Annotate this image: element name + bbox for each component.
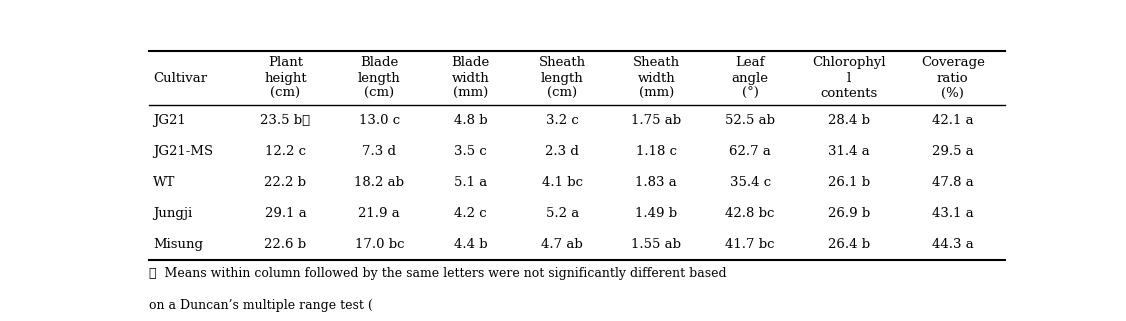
Text: 2.3 d: 2.3 d bbox=[545, 145, 579, 158]
Text: 31.4 a: 31.4 a bbox=[828, 145, 869, 158]
Text: 22.2 b: 22.2 b bbox=[265, 176, 306, 189]
Text: 18.2 ab: 18.2 ab bbox=[355, 176, 404, 189]
Text: 44.3 a: 44.3 a bbox=[932, 238, 974, 251]
Text: WT: WT bbox=[153, 176, 176, 189]
Text: Chlorophyl
l
contents: Chlorophyl l contents bbox=[812, 56, 886, 100]
Text: 4.2 c: 4.2 c bbox=[455, 207, 488, 220]
Text: 3.5 c: 3.5 c bbox=[455, 145, 488, 158]
Text: 42.1 a: 42.1 a bbox=[932, 114, 974, 127]
Text: 42.8 bc: 42.8 bc bbox=[725, 207, 775, 220]
Text: 5.2 a: 5.2 a bbox=[546, 207, 579, 220]
Text: 1.75 ab: 1.75 ab bbox=[631, 114, 681, 127]
Text: 7.3 d: 7.3 d bbox=[363, 145, 396, 158]
Text: Coverage
ratio
(%): Coverage ratio (%) bbox=[921, 56, 985, 100]
Text: 26.1 b: 26.1 b bbox=[828, 176, 870, 189]
Text: 43.1 a: 43.1 a bbox=[932, 207, 974, 220]
Text: Sheath
length
(cm): Sheath length (cm) bbox=[538, 56, 586, 100]
Text: 29.1 a: 29.1 a bbox=[265, 207, 306, 220]
Text: JG21-MS: JG21-MS bbox=[153, 145, 213, 158]
Text: 1.49 b: 1.49 b bbox=[635, 207, 677, 220]
Text: 22.6 b: 22.6 b bbox=[265, 238, 306, 251]
Text: 62.7 a: 62.7 a bbox=[730, 145, 771, 158]
Text: 26.4 b: 26.4 b bbox=[828, 238, 870, 251]
Text: 52.5 ab: 52.5 ab bbox=[725, 114, 775, 127]
Text: 13.0 c: 13.0 c bbox=[359, 114, 400, 127]
Text: 4.7 ab: 4.7 ab bbox=[542, 238, 583, 251]
Text: Jungji: Jungji bbox=[153, 207, 193, 220]
Text: Plant
height
(cm): Plant height (cm) bbox=[265, 56, 306, 100]
Text: 29.5 a: 29.5 a bbox=[932, 145, 974, 158]
Text: 12.2 c: 12.2 c bbox=[265, 145, 306, 158]
Text: Blade
length
(cm): Blade length (cm) bbox=[358, 56, 401, 100]
Text: Cultivar: Cultivar bbox=[153, 72, 207, 84]
Text: 1.83 a: 1.83 a bbox=[635, 176, 677, 189]
Text: 35.4 c: 35.4 c bbox=[730, 176, 770, 189]
Text: ᵺ  Means within column followed by the same letters were not significantly diffe: ᵺ Means within column followed by the sa… bbox=[150, 267, 727, 280]
Text: Sheath
width
(mm): Sheath width (mm) bbox=[633, 56, 680, 100]
Text: 4.8 b: 4.8 b bbox=[454, 114, 488, 127]
Text: 5.1 a: 5.1 a bbox=[454, 176, 488, 189]
Text: 23.5 bᵺ: 23.5 bᵺ bbox=[260, 114, 311, 127]
Text: Blade
width
(mm): Blade width (mm) bbox=[452, 56, 490, 100]
Text: 47.8 a: 47.8 a bbox=[932, 176, 974, 189]
Text: on a Duncan’s multiple range test (: on a Duncan’s multiple range test ( bbox=[150, 299, 374, 312]
Text: 3.2 c: 3.2 c bbox=[546, 114, 579, 127]
Text: JG21: JG21 bbox=[153, 114, 186, 127]
Text: 26.9 b: 26.9 b bbox=[828, 207, 870, 220]
Text: 28.4 b: 28.4 b bbox=[828, 114, 870, 127]
Text: 41.7 bc: 41.7 bc bbox=[725, 238, 775, 251]
Text: Leaf
angle
(°): Leaf angle (°) bbox=[732, 56, 769, 100]
Text: 1.18 c: 1.18 c bbox=[636, 145, 677, 158]
Text: 17.0 bc: 17.0 bc bbox=[355, 238, 404, 251]
Text: 4.4 b: 4.4 b bbox=[454, 238, 488, 251]
Text: Misung: Misung bbox=[153, 238, 203, 251]
Text: 1.55 ab: 1.55 ab bbox=[632, 238, 681, 251]
Text: 21.9 a: 21.9 a bbox=[358, 207, 400, 220]
Text: 4.1 bc: 4.1 bc bbox=[542, 176, 583, 189]
